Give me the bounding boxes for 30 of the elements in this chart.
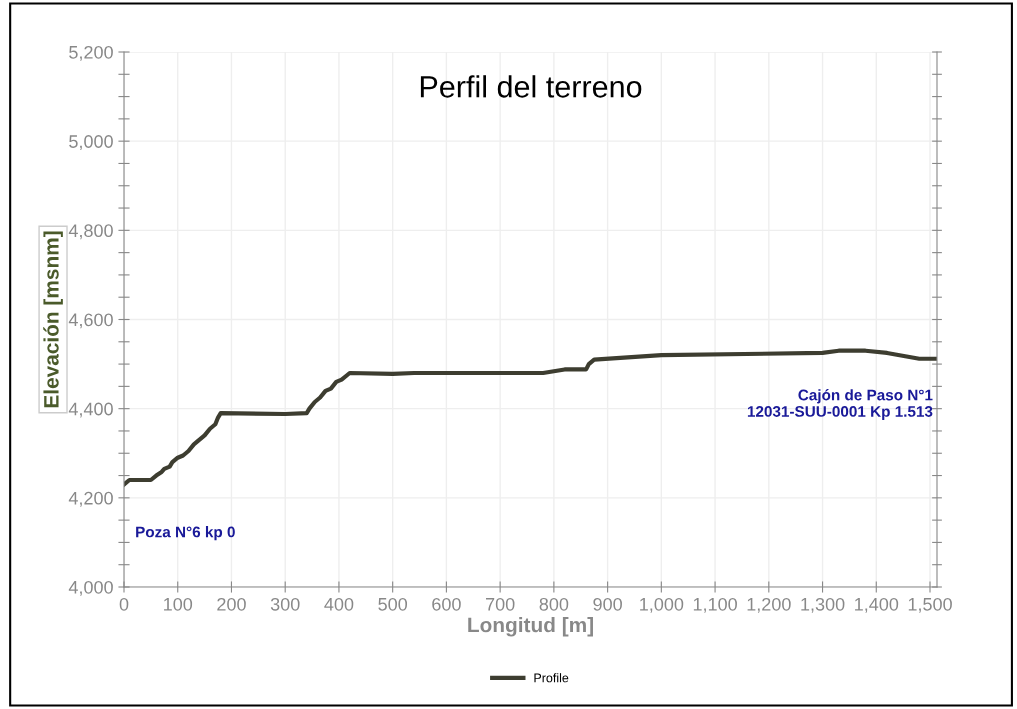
x-tick-label: 1,200	[747, 597, 791, 613]
x-tick-label: 400	[324, 597, 354, 611]
x-axis-title: Longitud [m]	[468, 617, 593, 637]
x-tick-label: 200	[217, 597, 246, 611]
y-tick-label: 5,200	[69, 45, 113, 61]
x-tick-label: 300	[270, 597, 300, 611]
y-tick-label: 4,400	[68, 402, 113, 418]
x-tick-label: 0	[119, 597, 129, 611]
text: Perfil del terreno	[420, 75, 642, 98]
annotation: Poza N°6 kp 0	[136, 526, 235, 541]
x-tick-label: 100	[164, 597, 193, 611]
x-tick-label: 500	[378, 597, 408, 611]
y-tick-label: 4,200	[68, 491, 113, 507]
line-series	[124, 348, 937, 487]
x-tick-label: 1,500	[908, 597, 952, 613]
y-tick-label: 4,800	[68, 224, 113, 240]
x-tick-label: 1,300	[801, 597, 845, 613]
x-tick-label: 700	[486, 597, 515, 611]
y-tick-label: 4,600	[68, 313, 113, 329]
x-tick-label: 1,000	[640, 597, 684, 613]
y-tick-label: 4,000	[68, 580, 113, 596]
y-axis-title: Elevación [msnm]	[43, 231, 63, 408]
x-tick-label: 800	[539, 597, 569, 611]
legend-label: Profile	[534, 673, 569, 683]
x-tick-label: 1,100	[693, 597, 737, 613]
x-tick-label: 1,400	[855, 597, 899, 613]
x-tick-label: 900	[593, 597, 622, 611]
annotation: Cajón de Paso N°1 12031-SUU-0001 Kp 1.513	[747, 389, 933, 420]
y-tick-label: 5,000	[69, 135, 113, 151]
x-tick-label: 600	[432, 597, 461, 611]
